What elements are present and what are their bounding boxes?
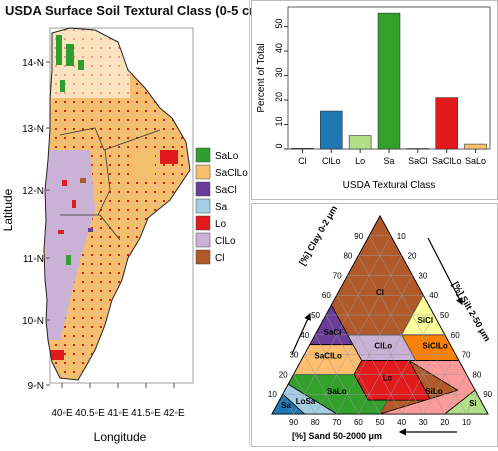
sand-tick-label: 60 <box>354 418 363 427</box>
silt-tick-label: 50 <box>440 311 449 320</box>
clay-tick-label: 20 <box>279 370 288 379</box>
map-y-tick-label: 13◦N <box>22 124 44 135</box>
sand-tick-label: 40 <box>397 418 406 427</box>
map-xlabel: Longitude <box>94 430 147 444</box>
bar-y-tick-label: 40 <box>274 43 284 53</box>
class-label-sacllo: SaClLo <box>314 352 342 361</box>
class-label-salo: SaLo <box>327 387 347 396</box>
legend-label: SaCl <box>215 185 237 196</box>
map-x-tick-label: 41.5◦E <box>131 408 161 419</box>
silt-tick-label: 60 <box>451 331 460 340</box>
sand-tick-label: 80 <box>311 418 320 427</box>
class-label-cl: Cl <box>376 288 384 297</box>
class-label-sa: Sa <box>281 401 291 410</box>
map-y-tick-label: 11◦N <box>23 254 44 265</box>
class-label-lo: Lo <box>383 373 393 382</box>
bar-cllo <box>320 111 342 149</box>
class-label-cllo: ClLo <box>374 342 392 351</box>
sand-tick-label: 70 <box>332 418 341 427</box>
legend-label: SaLo <box>215 151 239 162</box>
triangle-clay-axis-label: [%] Clay 0-2 μm <box>297 204 339 267</box>
clay-tick-label: 60 <box>322 291 331 300</box>
bar-ylabel: Percent of Total <box>256 43 267 112</box>
legend-label: Sa <box>215 202 228 213</box>
sand-tick-label: 10 <box>462 418 471 427</box>
soil-region <box>40 20 200 400</box>
sand-tick-label: 90 <box>289 418 298 427</box>
bar-x-tick-label: SaClLo <box>432 156 462 166</box>
bar-y-tick-label: 50 <box>274 19 284 29</box>
silt-tick-label: 30 <box>418 271 427 280</box>
legend-label: Cl <box>215 253 224 264</box>
bar-y-tick-label: 20 <box>274 92 284 102</box>
class-label-sacl: SaCl <box>324 328 342 337</box>
triangle-sand-axis-label: [%] Sand 50-2000 μm <box>292 431 382 441</box>
map-x-tick-label: 42◦E <box>163 408 185 419</box>
map-x-tick-label: 40◦E <box>51 408 73 419</box>
clay-tick-label: 50 <box>311 311 320 320</box>
bar-x-tick-label: SaCl <box>408 156 428 166</box>
sand-tick-label: 20 <box>440 418 449 427</box>
map-y-tick-label: 9◦N <box>28 381 44 392</box>
bar-x-tick-label: Lo <box>355 156 365 166</box>
bar-xlabel: USDA Textural Class <box>343 180 436 191</box>
silt-tick-label: 90 <box>483 390 492 399</box>
class-label-sicl: SiCl <box>418 316 434 325</box>
silt-tick-label: 10 <box>397 232 406 241</box>
silt-tick-label: 70 <box>462 351 471 360</box>
sand-tick-label: 30 <box>419 418 428 427</box>
clay-tick-label: 10 <box>268 390 277 399</box>
legend-swatch <box>196 199 210 213</box>
bar-cl <box>291 148 313 149</box>
bar-lo <box>349 136 371 149</box>
silt-tick-label: 40 <box>429 291 438 300</box>
map-x-tick-label: 41◦E <box>107 408 129 419</box>
sand-tick-label: 50 <box>376 418 385 427</box>
bar-x-tick-label: ClLo <box>322 156 341 166</box>
clay-tick-label: 90 <box>354 232 363 241</box>
clay-tick-label: 70 <box>333 271 342 280</box>
bar-y-tick-label: 0 <box>274 143 284 148</box>
legend-label: ClLo <box>215 236 236 247</box>
bar-y-tick-label: 10 <box>274 117 284 127</box>
map-y-tick-label: 10◦N <box>22 316 44 327</box>
legend-swatch <box>196 216 210 230</box>
clay-tick-label: 30 <box>289 351 298 360</box>
bar-x-tick-label: Cl <box>298 156 307 166</box>
bar-salo <box>465 144 487 149</box>
legend-swatch <box>196 148 210 162</box>
map-y-tick-label: 14◦N <box>22 58 44 69</box>
bar-x-tick-label: Sa <box>383 156 394 166</box>
class-label-silo: SiLo <box>425 387 442 396</box>
legend-label: SaClLo <box>215 168 248 179</box>
soil-map-panel: USDA Surface Soil Textural Class (0-5 cm… <box>0 0 250 447</box>
bar-y-tick-label: 30 <box>274 68 284 78</box>
legend-swatch <box>196 250 210 264</box>
bar-x-tick-label: SaLo <box>465 156 486 166</box>
bar-sa <box>378 13 400 149</box>
map-ylabel: Latitude <box>1 188 15 231</box>
legend-swatch <box>196 182 210 196</box>
class-label-si: Si <box>469 399 477 408</box>
map-y-tick-label: 12◦N <box>22 186 44 197</box>
bar-sacllo <box>436 98 458 149</box>
silt-tick-label: 20 <box>408 252 417 261</box>
class-label-sicllo: SiClLo <box>422 342 447 351</box>
legend-label: Lo <box>215 219 227 230</box>
map-x-tick-label: 40.5◦E <box>75 408 105 419</box>
silt-tick-label: 80 <box>472 370 481 379</box>
clay-tick-label: 80 <box>343 252 352 261</box>
legend-swatch <box>196 233 210 247</box>
legend-swatch <box>196 165 210 179</box>
class-label-losa: LoSa <box>296 397 316 406</box>
